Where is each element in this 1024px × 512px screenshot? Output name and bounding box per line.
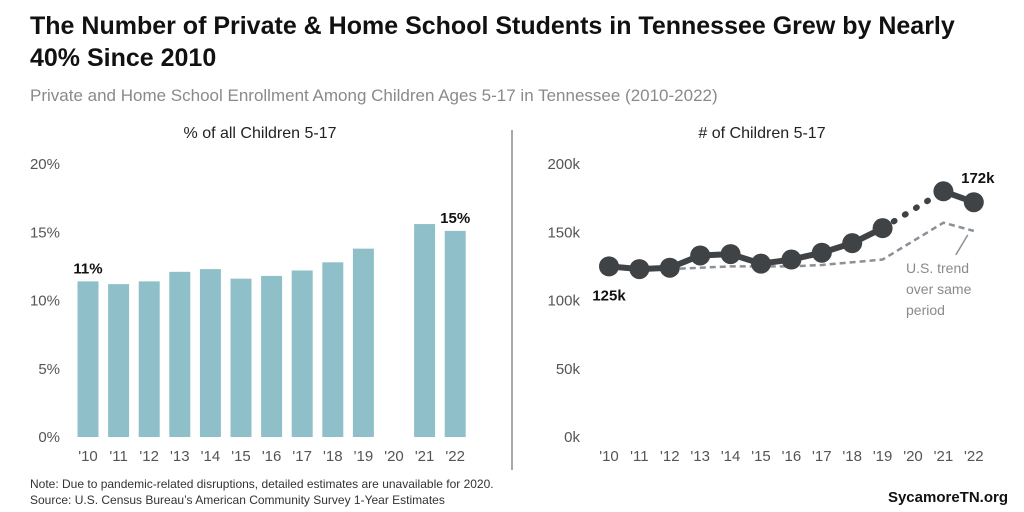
source-text: Source: U.S. Census Bureau’s American Co… <box>30 493 445 507</box>
line-point <box>599 256 619 277</box>
right-x-tick-label: '17 <box>812 448 832 465</box>
line-point <box>720 244 741 265</box>
tennessee-line <box>608 225 884 273</box>
right-x-tick-label: '12 <box>660 448 680 465</box>
bar <box>108 284 130 437</box>
bar <box>322 262 344 437</box>
line-point <box>933 181 954 202</box>
brand-logo-text: SycamoreTN.org <box>887 489 1008 506</box>
line-data-label: 125k <box>592 287 626 304</box>
bar <box>291 270 313 437</box>
bar <box>169 271 191 437</box>
line-point <box>659 257 680 278</box>
right-x-tick-label: '20 <box>903 448 923 465</box>
bar <box>77 281 99 437</box>
line-point <box>781 249 802 270</box>
left-bar-chart: % of all Children 5-17 0% 5% 10% 15% 20% '10 '… <box>30 125 470 465</box>
right-x-tick-label: '19 <box>873 448 893 465</box>
left-x-tick-label: '19 <box>354 448 374 465</box>
left-chart-title: % of all Children 5-17 <box>184 125 337 142</box>
right-y-tick-label: 0k <box>564 429 580 446</box>
page-title: The Number of Private & Home School Stud… <box>30 12 955 72</box>
right-y-tick-label: 100k <box>547 293 580 310</box>
page-subtitle: Private and Home School Enrollment Among… <box>30 86 718 105</box>
left-x-tick-label: '22 <box>445 448 465 465</box>
line-point <box>690 245 711 266</box>
left-y-tick-label: 20% <box>30 156 60 173</box>
line-point <box>811 242 832 263</box>
bar <box>352 248 374 437</box>
line-point <box>629 259 650 280</box>
left-x-tick-label: '13 <box>170 448 190 465</box>
bar <box>138 281 160 437</box>
left-y-tick-label: 0% <box>38 429 60 446</box>
left-x-tick-label: '17 <box>292 448 312 465</box>
note-text: Note: Due to pandemic-related disruption… <box>30 477 494 491</box>
line-point <box>751 253 771 274</box>
bar-data-label: 11% <box>73 260 102 277</box>
left-x-tick-label: '20 <box>384 448 404 465</box>
footnote: Note: Due to pandemic-related disruption… <box>30 476 494 508</box>
right-y-tick-label: 50k <box>556 361 581 378</box>
left-x-tick-label: '16 <box>262 448 282 465</box>
bar-data-label: 15% <box>440 210 470 227</box>
right-x-tick-label: '22 <box>964 448 984 465</box>
right-x-tick-label: '11 <box>630 448 648 465</box>
bar <box>444 230 466 437</box>
bar <box>199 269 221 437</box>
us-trend-annotation: period <box>906 302 945 318</box>
bar <box>261 275 283 437</box>
right-x-tick-label: '13 <box>690 448 710 465</box>
annotation-pointer <box>955 234 969 256</box>
tennessee-gap-dotted-line <box>879 188 947 232</box>
bar <box>414 224 436 437</box>
left-y-tick-label: 10% <box>30 293 60 310</box>
left-x-tick-label: '10 <box>78 448 98 465</box>
left-x-tick-label: '18 <box>323 448 343 465</box>
us-trend-line <box>669 221 975 271</box>
right-y-tick-label: 200k <box>547 156 580 173</box>
right-x-tick-label: '18 <box>842 448 862 465</box>
right-x-tick-label: '16 <box>782 448 802 465</box>
right-y-tick-label: 150k <box>547 224 580 241</box>
right-x-tick-label: '14 <box>721 448 741 465</box>
line-point <box>963 192 984 213</box>
left-x-tick-label: '14 <box>201 448 221 465</box>
left-x-tick-label: '12 <box>139 448 159 465</box>
line-point <box>872 218 893 239</box>
bar <box>230 278 252 437</box>
right-x-tick-label: '21 <box>934 448 954 465</box>
us-trend-annotation: U.S. trend <box>906 260 969 276</box>
right-chart-title: # of Children 5-17 <box>698 125 825 142</box>
right-x-tick-label: '10 <box>599 448 619 465</box>
left-y-tick-label: 15% <box>30 224 60 241</box>
left-x-tick-label: '21 <box>415 448 435 465</box>
right-x-tick-label: '15 <box>751 448 771 465</box>
left-x-tick-label: '15 <box>231 448 251 465</box>
left-y-tick-label: 5% <box>38 361 60 378</box>
left-x-tick-label: '11 <box>109 448 127 465</box>
line-point <box>842 233 863 254</box>
right-line-chart: # of Children 5-17 0k 50k 100k 150k 200k '10 '… <box>547 125 995 465</box>
us-trend-annotation: over same <box>906 281 972 297</box>
line-data-label: 172k <box>961 170 995 187</box>
